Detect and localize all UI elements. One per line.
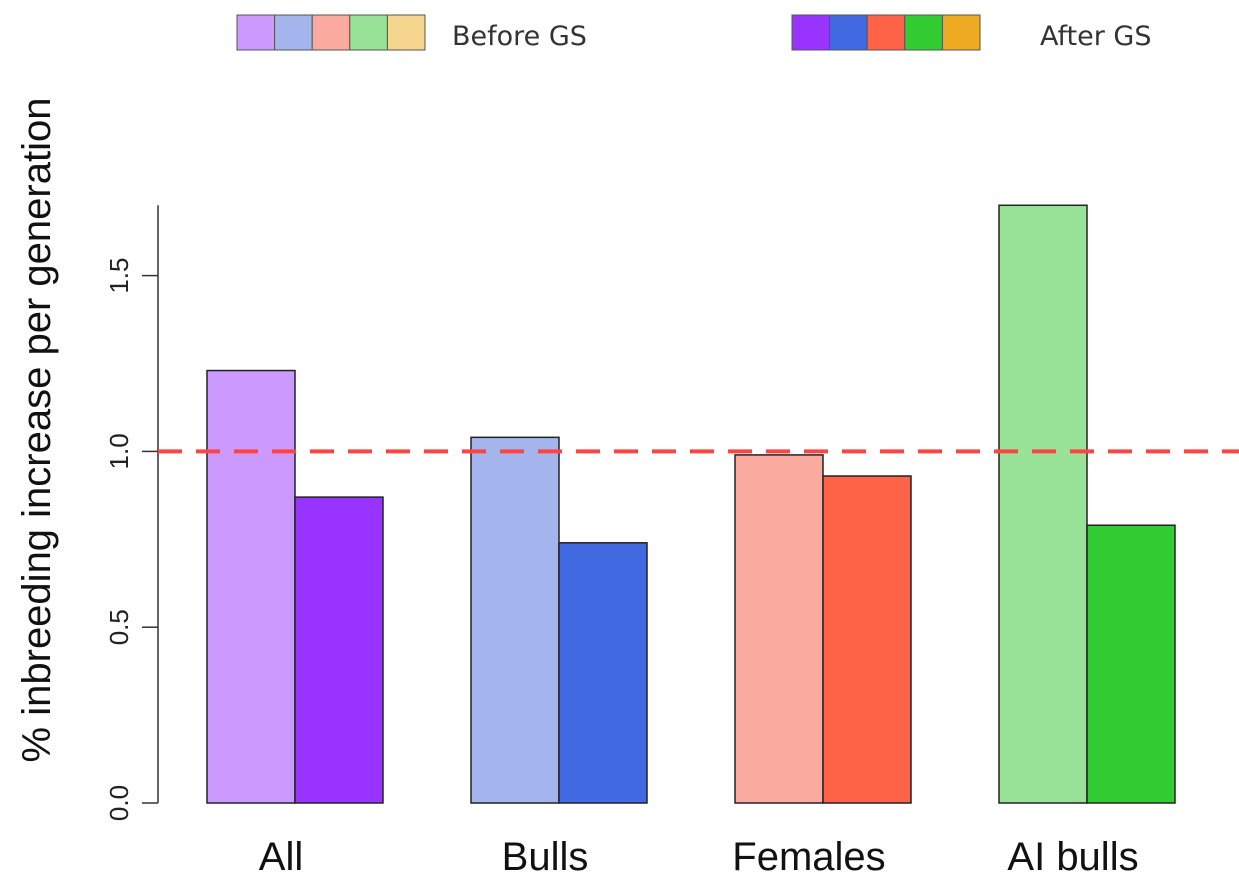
legend-before-gs-swatch-1 xyxy=(274,14,313,51)
y-axis-label: % inbreeding increase per generation xyxy=(15,98,59,763)
y-tick-label: 0.5 xyxy=(104,609,134,645)
legend-before-gs-swatch-3 xyxy=(349,14,388,51)
bar-bulls-before-gs xyxy=(470,436,560,804)
legend-before-gs-swatch-2 xyxy=(311,14,351,51)
x-category-label: Bulls xyxy=(502,835,589,875)
legend-before-gs-swatch-4 xyxy=(386,14,426,51)
legend-after-gs-swatch-0 xyxy=(791,14,831,51)
y-tick-label: 1.5 xyxy=(104,258,134,294)
bar-all-after-gs xyxy=(294,496,384,804)
legend-after-gs-swatch-1 xyxy=(829,14,868,51)
y-axis: 0.0 0.5 1.0 1.5 xyxy=(104,205,159,821)
x-category-label: AI bulls xyxy=(1007,835,1138,875)
bars xyxy=(206,204,1176,804)
bar-all-before-gs xyxy=(206,369,296,804)
legend-before-gs: Before GS xyxy=(236,14,587,52)
legend-before-gs-swatch-0 xyxy=(236,14,276,51)
legend: Before GS After GS xyxy=(236,14,1151,52)
legend-after-gs-swatch-4 xyxy=(941,14,981,51)
bar-females-after-gs xyxy=(822,475,912,804)
legend-after-gs-swatch-2 xyxy=(866,14,906,51)
legend-before-gs-label: Before GS xyxy=(452,21,587,52)
legend-after-gs: After GS xyxy=(791,14,1151,52)
legend-after-gs-swatch-3 xyxy=(904,14,943,51)
bar-females-before-gs xyxy=(734,454,824,804)
y-tick-label: 1.0 xyxy=(104,433,134,469)
bar-bulls-after-gs xyxy=(558,542,648,804)
bar-ai-bulls-after-gs xyxy=(1086,524,1176,804)
bar-ai-bulls-before-gs xyxy=(998,204,1088,804)
x-axis-labels: All Bulls Females AI bulls xyxy=(259,835,1139,875)
legend-after-gs-label: After GS xyxy=(1040,21,1151,52)
y-tick-label: 0.0 xyxy=(104,785,134,821)
x-category-label: Females xyxy=(732,835,885,875)
x-category-label: All xyxy=(259,835,303,875)
